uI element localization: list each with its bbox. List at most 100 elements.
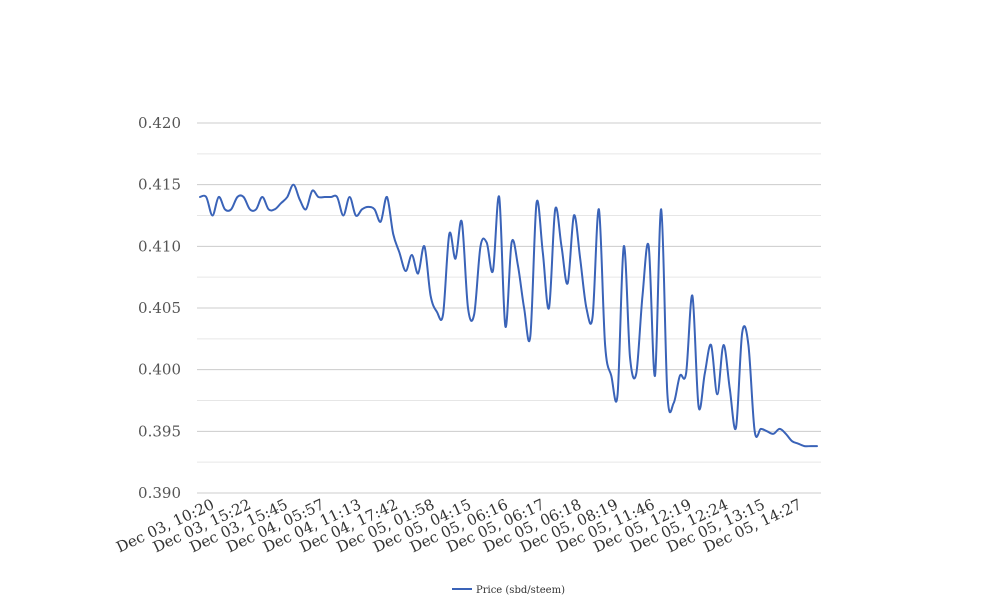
data-point [784,432,787,435]
data-point [479,245,482,248]
data-point [311,189,314,192]
data-point [510,241,513,244]
data-point [323,196,326,199]
data-point [660,208,663,211]
data-point [548,307,551,310]
data-point [816,445,819,448]
data-point [473,313,476,316]
data-point [597,208,600,211]
data-point [647,245,650,248]
data-point [354,214,357,217]
data-point [485,241,488,244]
data-point [759,427,762,430]
data-point [685,372,688,375]
data-point [404,270,407,273]
data-point [442,313,445,316]
data-point [267,208,270,211]
data-point [566,282,569,285]
data-point [223,208,226,211]
data-point [392,233,395,236]
data-point [766,430,769,433]
data-point [429,294,432,297]
data-point [361,208,364,211]
data-point [579,257,582,260]
data-point [286,196,289,199]
data-point [591,315,594,318]
data-point [666,393,669,396]
data-point [498,196,501,199]
data-point [336,196,339,199]
data-point [753,430,756,433]
data-point [230,208,233,211]
series-line-price [199,183,818,448]
data-point [435,310,438,313]
data-point [710,344,713,347]
y-tick-label: 0.400 [138,361,181,379]
data-point [280,202,283,205]
y-axis-ticks: 0.390 0.395 0.400 0.405 0.410 0.415 0.420 [138,114,181,502]
data-point [454,257,457,260]
data-point [292,183,295,186]
legend: Price (sbd/steem) [452,585,565,596]
y-tick-label: 0.415 [138,176,181,194]
data-point [604,344,607,347]
data-point [448,233,451,236]
data-point [585,307,588,310]
data-point [417,272,420,275]
y-tick-label: 0.410 [138,237,181,255]
data-point [772,432,775,435]
y-tick-label: 0.395 [138,422,181,440]
data-point [516,263,519,266]
data-point [529,335,532,338]
data-point [635,372,638,375]
data-point [678,374,681,377]
data-point [541,251,544,254]
data-point [342,214,345,217]
data-point [797,442,800,445]
data-point [379,220,382,223]
data-point [809,445,812,448]
data-point [460,220,463,223]
data-point [791,440,794,443]
data-point [248,208,251,211]
data-point [722,344,725,347]
data-point [728,387,731,390]
data-point [691,294,694,297]
y-tick-label: 0.390 [138,484,181,502]
y-tick-label: 0.420 [138,114,181,132]
data-point [348,196,351,199]
data-point [803,445,806,448]
data-point [304,208,307,211]
data-point [622,245,625,248]
data-point [654,374,657,377]
data-point [703,372,706,375]
data-point [317,196,320,199]
data-point [778,427,781,430]
grid-lines [197,122,821,494]
data-point [641,294,644,297]
data-point [211,214,214,217]
data-point [610,374,613,377]
data-point [329,196,332,199]
data-point [386,196,389,199]
data-point [697,405,700,408]
data-point [242,196,245,199]
data-point [672,402,675,405]
data-point [273,208,276,211]
data-point [410,254,413,257]
data-point [236,196,239,199]
data-point [716,393,719,396]
data-point [741,331,744,334]
data-point [560,245,563,248]
data-point [523,307,526,310]
data-point [735,426,738,429]
data-point [467,307,470,310]
data-point [373,208,376,211]
y-tick-label: 0.405 [138,299,181,317]
data-point [367,205,370,208]
legend-label: Price (sbd/steem) [476,585,565,596]
data-point [255,208,258,211]
data-point [572,214,575,217]
